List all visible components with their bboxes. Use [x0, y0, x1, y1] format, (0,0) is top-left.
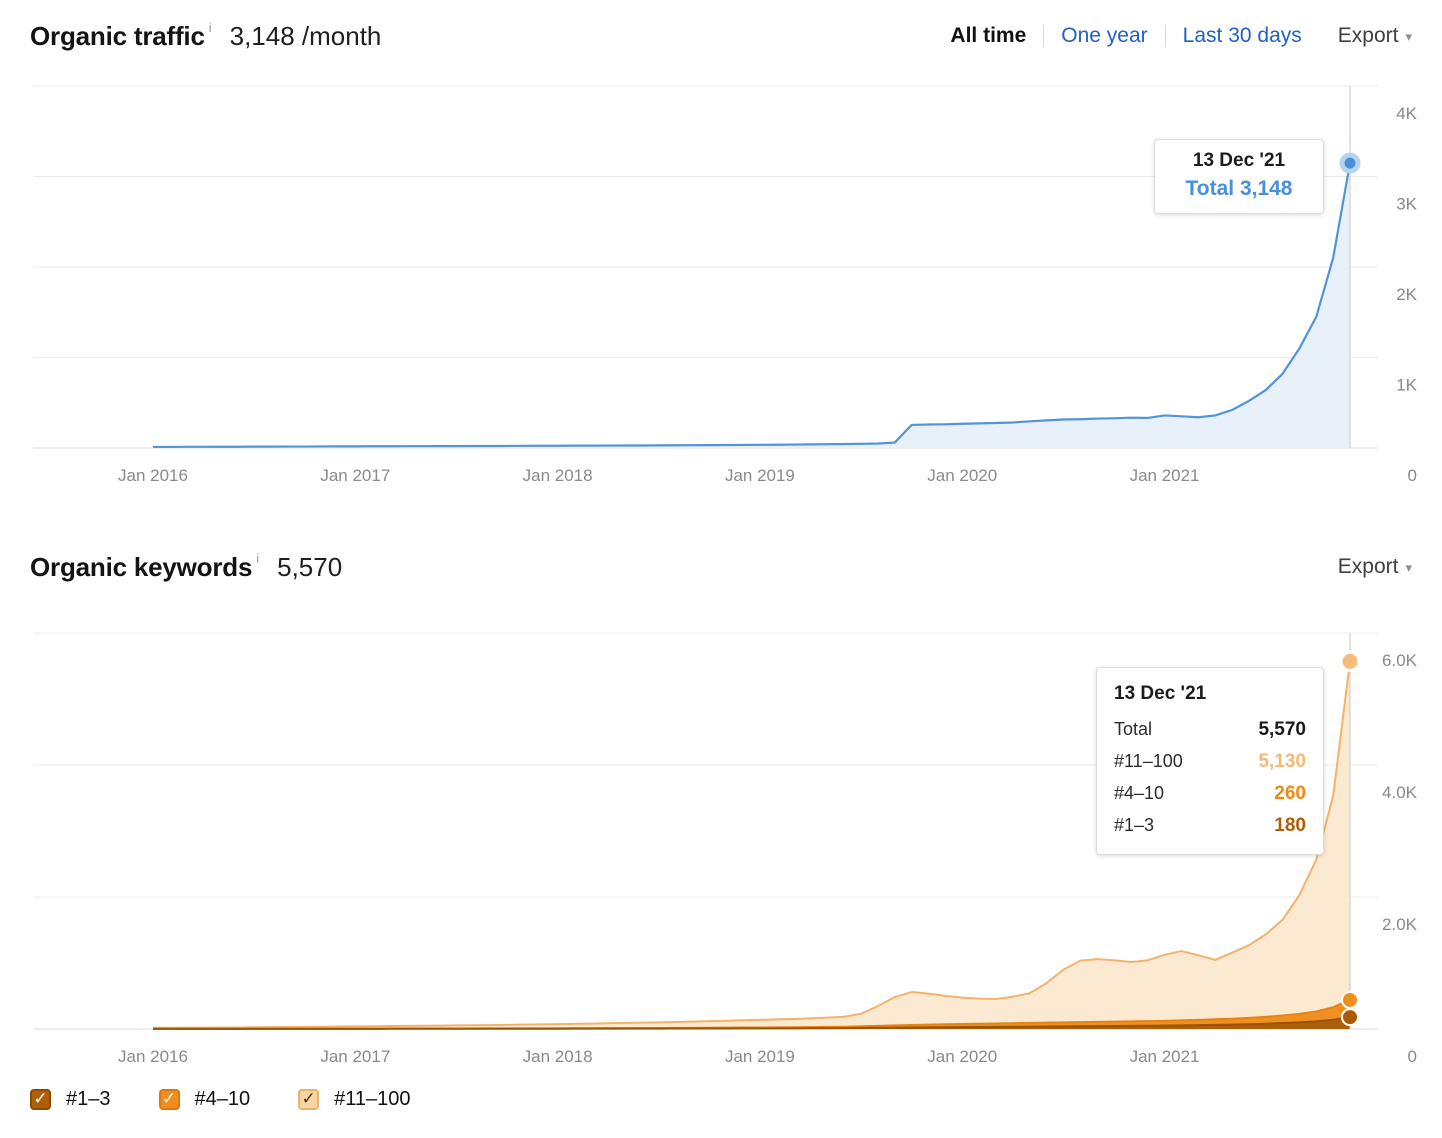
traffic-area: [153, 163, 1350, 448]
legend-item-11-100[interactable]: ✓ #11–100: [298, 1088, 411, 1111]
keywords-metric-value: 5,570: [277, 551, 343, 582]
checkmark-icon: ✓: [33, 1089, 48, 1108]
export-label: Export: [1337, 555, 1399, 578]
x-tick-label: Jan 2017: [320, 1047, 390, 1066]
tooltip-row-value: 260: [1274, 783, 1306, 804]
tooltip-row-11-100: #11–100 5,130: [1114, 751, 1306, 773]
stack-line-#11–100: [152, 661, 1351, 1029]
traffic-tooltip: 13 Dec '21 Total 3,148: [1154, 139, 1324, 214]
stack-line-#1–3: [153, 1016, 1351, 1030]
x-axis-labels: Jan 2016 Jan 2017 Jan 2018 Jan 2019 Jan 2020…: [118, 1047, 1200, 1066]
traffic-line: [153, 162, 1352, 449]
legend-checkbox-4-10[interactable]: ✓: [158, 1089, 180, 1110]
divider: [1043, 25, 1045, 47]
tooltip-rows: Total 5,570 #11–100 5,130 #4–10 260 #1–3…: [1114, 719, 1306, 837]
x-tick-label: Jan 2018: [523, 466, 593, 485]
tooltip-row-label: Total: [1114, 719, 1153, 739]
tab-one-year[interactable]: One year: [1061, 24, 1148, 47]
keywords-title-group: Organic keywords i 5,570: [30, 550, 343, 583]
checkmark-icon: ✓: [161, 1089, 177, 1108]
x-tick-label: Jan 2020: [927, 1047, 997, 1066]
keywords-marker-11-100[interactable]: [1339, 650, 1361, 672]
keywords-section-title: Organic keywords: [30, 551, 253, 582]
legend-label[interactable]: #11–100: [334, 1088, 411, 1110]
traffic-range-controls: All time One year Last 30 days Export ▾: [950, 24, 1412, 48]
legend-label[interactable]: #4–10: [194, 1088, 251, 1110]
tab-last-30-days[interactable]: Last 30 days: [1182, 24, 1302, 47]
traffic-export-button[interactable]: Export ▾: [1338, 24, 1412, 48]
keywords-tooltip: 13 Dec '21 Total 5,570 #11–100 5,130 #4–…: [1096, 667, 1324, 855]
y-tick-label: 0: [1408, 466, 1417, 485]
legend-checkbox-1-3[interactable]: ✓: [30, 1089, 51, 1110]
traffic-metric-value: 3,148 /month: [229, 20, 382, 51]
tooltip-date: 13 Dec '21: [1114, 683, 1207, 704]
x-tick-label: Jan 2018: [523, 1047, 593, 1066]
traffic-section-title: Organic traffic: [30, 20, 205, 51]
stack-area-#11–100: [153, 661, 1350, 1029]
y-tick-label: 2K: [1396, 285, 1417, 304]
y-tick-label: 4.0K: [1382, 783, 1418, 802]
keywords-export-button[interactable]: Export ▾: [1338, 555, 1412, 579]
x-tick-label: Jan 2020: [927, 466, 997, 485]
organic-traffic-chart[interactable]: 4K 3K 2K 1K 0 Jan 2016 Jan 2017 Jan 2018 Jan 201…: [0, 85, 1442, 505]
info-icon[interactable]: i: [208, 19, 212, 35]
legend-item-4-10[interactable]: ✓ #4–10: [158, 1088, 251, 1111]
stack-area-#1–3: [153, 1017, 1350, 1029]
keywords-marker-4-10[interactable]: [1341, 990, 1359, 1009]
keywords-legend: ✓ #1–3 ✓ #4–10 ✓ #11–100: [30, 1088, 459, 1111]
checkmark-icon: ✓: [301, 1089, 316, 1108]
x-tick-label: Jan 2019: [725, 466, 795, 485]
tooltip-row-value: 5,570: [1258, 719, 1306, 740]
tooltip-row-label: #1–3: [1114, 815, 1155, 835]
organic-keywords-chart[interactable]: 6.0K 4.0K 2.0K 0 Jan 2016 Jan 2017 Jan 2018 Jan…: [0, 630, 1442, 1075]
tab-all-time[interactable]: All time: [950, 24, 1027, 47]
caret-down-icon: ▾: [1405, 29, 1412, 44]
x-tick-label: Jan 2017: [320, 466, 390, 485]
caret-down-icon: ▾: [1405, 560, 1412, 575]
y-tick-label: 0: [1408, 1047, 1417, 1066]
tooltip-row-value: 180: [1274, 815, 1306, 836]
info-icon[interactable]: i: [256, 550, 260, 566]
y-axis-labels: 4K 3K 2K 1K 0: [1396, 104, 1417, 485]
tooltip-total: Total 3,148: [1167, 177, 1311, 201]
keywords-marker-1-3[interactable]: [1341, 1008, 1359, 1027]
y-tick-label: 3K: [1396, 195, 1417, 214]
keywords-section-header: Organic keywords i 5,570 Export ▾: [30, 543, 1412, 591]
x-axis-labels: Jan 2016 Jan 2017 Jan 2018 Jan 2019 Jan 2020…: [118, 466, 1200, 485]
export-label: Export: [1337, 24, 1399, 47]
tooltip-total-label: Total: [1185, 177, 1235, 200]
keywords-controls: Export ▾: [1338, 555, 1412, 579]
legend-label[interactable]: #1–3: [66, 1088, 111, 1110]
tooltip-row-label: #4–10: [1114, 783, 1165, 803]
x-tick-label: Jan 2016: [118, 466, 188, 485]
tooltip-row-1-3: #1–3 180: [1114, 815, 1306, 837]
tooltip-row-4-10: #4–10 260: [1114, 783, 1306, 805]
tooltip-row-value: 5,130: [1258, 751, 1306, 772]
traffic-data-point-marker[interactable]: [1339, 152, 1361, 174]
tooltip-date: 13 Dec '21: [1192, 150, 1286, 171]
tooltip-total-value: 3,148: [1239, 177, 1293, 200]
y-tick-label: 4K: [1396, 104, 1417, 123]
x-tick-label: Jan 2019: [725, 1047, 795, 1066]
legend-checkbox-11-100[interactable]: ✓: [298, 1089, 320, 1110]
x-tick-label: Jan 2021: [1130, 466, 1200, 485]
y-tick-label: 2.0K: [1382, 915, 1418, 934]
tooltip-row-total: Total 5,570: [1114, 719, 1306, 741]
tooltip-row-label: #11–100: [1114, 751, 1183, 771]
traffic-title-group: Organic traffic i 3,148 /month: [30, 19, 382, 52]
y-tick-label: 1K: [1396, 376, 1417, 395]
traffic-section-header: Organic traffic i 3,148 /month All time …: [30, 12, 1412, 60]
x-tick-label: Jan 2021: [1130, 1047, 1200, 1066]
x-tick-label: Jan 2016: [118, 1047, 188, 1066]
y-tick-label: 6.0K: [1382, 651, 1418, 670]
divider: [1164, 25, 1166, 47]
legend-item-1-3[interactable]: ✓ #1–3: [30, 1088, 111, 1111]
y-axis-labels: 6.0K 4.0K 2.0K 0: [1382, 651, 1418, 1066]
